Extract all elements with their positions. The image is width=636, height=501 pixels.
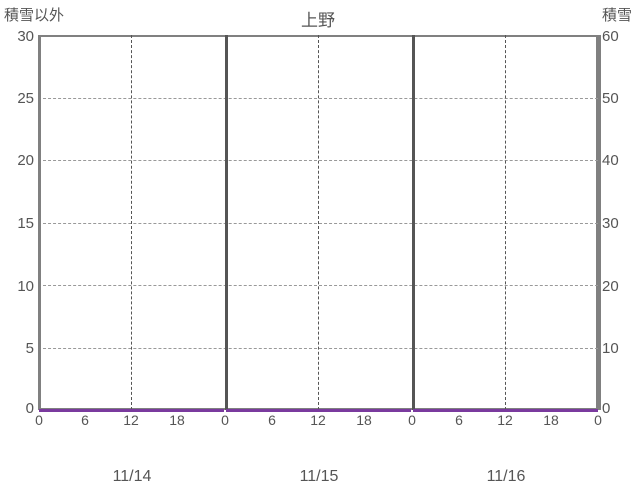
- day-label-1: 11/14: [92, 468, 172, 486]
- xtick-d1-6: 6: [73, 412, 97, 428]
- ytick-right-10: 10: [602, 340, 630, 357]
- day-label-2: 11/15: [279, 468, 359, 486]
- vertical-divider-day2: [225, 35, 228, 410]
- xtick-d1-0: 0: [27, 412, 51, 428]
- ytick-right-30: 30: [602, 215, 630, 232]
- ytick-left-25: 25: [6, 90, 34, 107]
- xtick-d2-12: 12: [306, 412, 330, 428]
- left-axis-label: 積雪以外: [4, 4, 64, 25]
- chart-container: 上野 積雪以外 積雪 30 25 20 15 10 5 0 60 50 40 3…: [0, 0, 636, 501]
- vertical-divider-end: [598, 35, 601, 410]
- vertical-divider-start: [38, 35, 41, 410]
- right-axis-label: 積雪: [602, 4, 632, 25]
- ytick-left-10: 10: [6, 278, 34, 295]
- ytick-left-5: 5: [6, 340, 34, 357]
- xtick-d3-12: 12: [493, 412, 517, 428]
- xtick-d1-18: 18: [165, 412, 189, 428]
- vertical-divider-day3: [412, 35, 415, 410]
- ytick-left-15: 15: [6, 215, 34, 232]
- ytick-left-20: 20: [6, 152, 34, 169]
- xtick-d2-0: 0: [213, 412, 237, 428]
- ytick-right-50: 50: [602, 90, 630, 107]
- ytick-right-40: 40: [602, 152, 630, 169]
- xtick-d3-18: 18: [539, 412, 563, 428]
- ytick-right-60: 60: [602, 28, 630, 45]
- xtick-d3-0: 0: [400, 412, 424, 428]
- ytick-left-30: 30: [6, 28, 34, 45]
- xtick-d3-6: 6: [447, 412, 471, 428]
- xtick-d2-6: 6: [260, 412, 284, 428]
- ytick-right-20: 20: [602, 278, 630, 295]
- vertical-dashed-day3-noon: [505, 35, 506, 410]
- day-label-3: 11/16: [466, 468, 546, 486]
- xtick-d2-18: 18: [352, 412, 376, 428]
- xtick-d1-12: 12: [119, 412, 143, 428]
- chart-title: 上野: [0, 6, 636, 31]
- vertical-dashed-day2-noon: [318, 35, 319, 410]
- xtick-final-0: 0: [586, 412, 610, 428]
- vertical-dashed-day1-noon: [131, 35, 132, 410]
